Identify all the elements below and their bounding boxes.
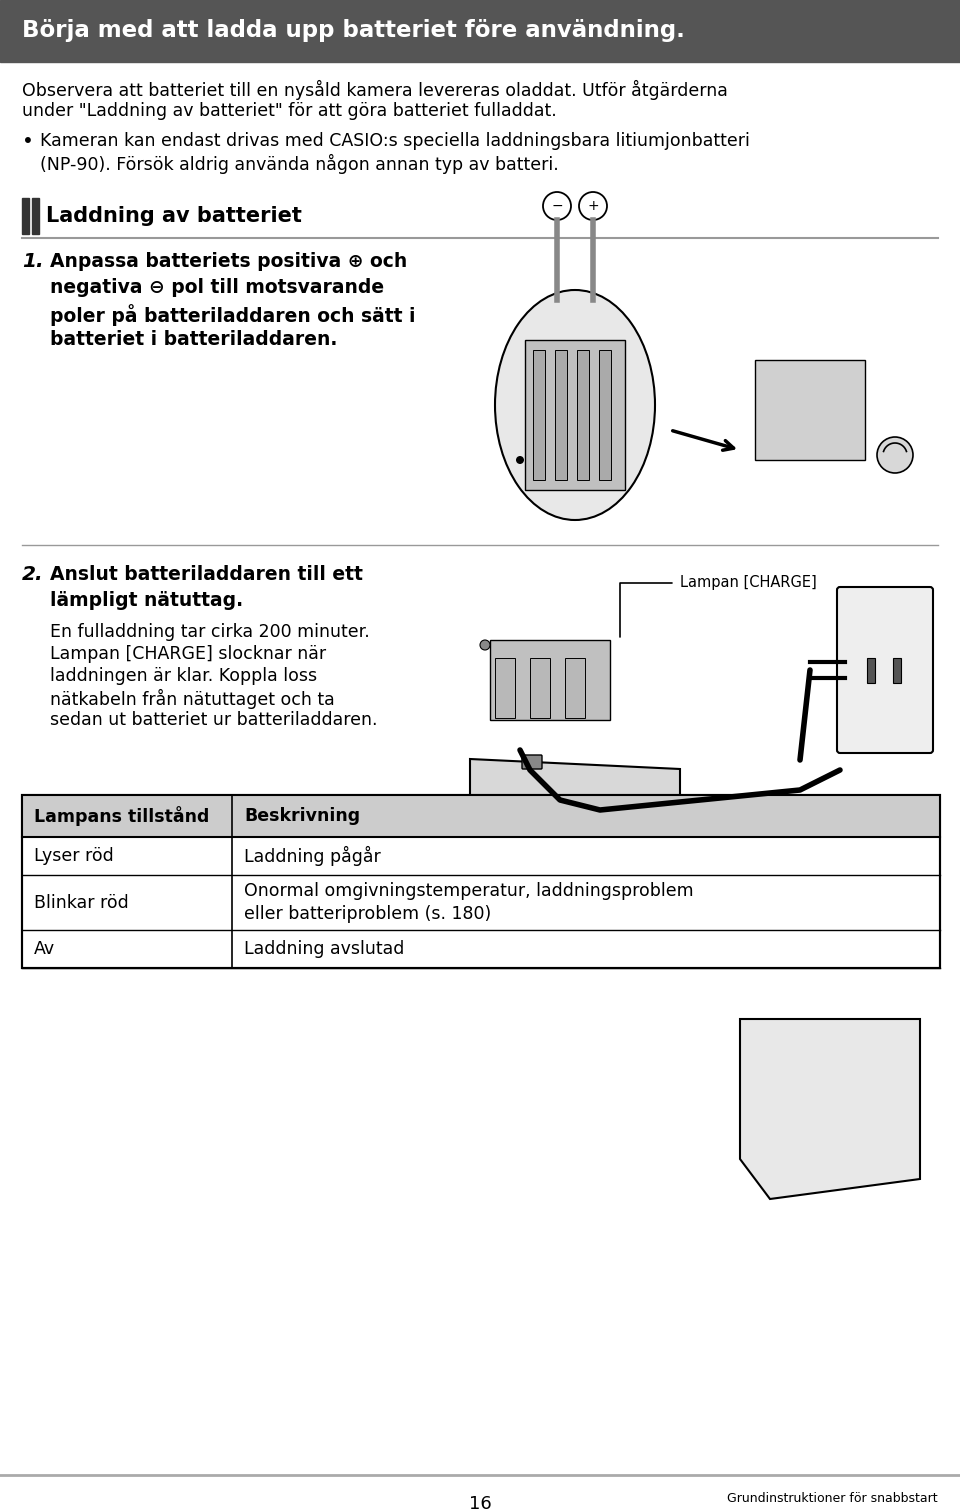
- Text: Lyser röd: Lyser röd: [34, 847, 113, 865]
- Text: under "Laddning av batteriet" för att göra batteriet fulladdat.: under "Laddning av batteriet" för att gö…: [22, 103, 557, 121]
- Text: +: +: [588, 199, 599, 213]
- Bar: [565, 658, 585, 718]
- Bar: [533, 350, 545, 480]
- Circle shape: [579, 192, 607, 220]
- Bar: [22, 795, 940, 837]
- Bar: [893, 658, 901, 682]
- Bar: [22, 795, 940, 967]
- Text: Beskrivning: Beskrivning: [244, 807, 360, 825]
- Bar: [22, 795, 940, 967]
- Text: Börja med att ladda upp batteriet före användning.: Börja med att ladda upp batteriet före a…: [22, 20, 684, 42]
- FancyBboxPatch shape: [522, 754, 542, 770]
- Text: Onormal omgivningstemperatur, laddningsproblem
eller batteriproblem (s. 180): Onormal omgivningstemperatur, laddningsp…: [244, 881, 694, 924]
- Text: Blinkar röd: Blinkar röd: [34, 893, 129, 911]
- Text: Anpassa batteriets positiva ⊕ och: Anpassa batteriets positiva ⊕ och: [50, 252, 407, 272]
- Text: Lampan [CHARGE] slocknar när: Lampan [CHARGE] slocknar när: [50, 644, 326, 662]
- Bar: [525, 340, 625, 490]
- Text: sedan ut batteriet ur batteriladdaren.: sedan ut batteriet ur batteriladdaren.: [50, 711, 377, 729]
- Text: (NP-90). Försök aldrig använda någon annan typ av batteri.: (NP-90). Försök aldrig använda någon ann…: [40, 154, 559, 174]
- Bar: [599, 350, 611, 480]
- Circle shape: [877, 438, 913, 472]
- Ellipse shape: [495, 290, 655, 521]
- Circle shape: [516, 456, 524, 463]
- Text: Lampan [CHARGE]: Lampan [CHARGE]: [680, 575, 817, 590]
- Text: 1.: 1.: [22, 252, 43, 272]
- Bar: [430, 255, 930, 530]
- Bar: [867, 658, 875, 682]
- Text: nätkabeln från nätuttaget och ta: nätkabeln från nätuttaget och ta: [50, 690, 335, 709]
- Text: Lampans tillstånd: Lampans tillstånd: [34, 806, 209, 825]
- Text: −: −: [551, 199, 563, 213]
- Polygon shape: [470, 759, 680, 899]
- Text: En fulladdning tar cirka 200 minuter.: En fulladdning tar cirka 200 minuter.: [50, 623, 370, 641]
- Text: 2.: 2.: [22, 564, 43, 584]
- Text: Kameran kan endast drivas med CASIO:s speciella laddningsbara litiumjonbatteri: Kameran kan endast drivas med CASIO:s sp…: [40, 131, 750, 149]
- Bar: [490, 640, 610, 720]
- Bar: [495, 658, 515, 718]
- Bar: [32, 198, 39, 234]
- Polygon shape: [740, 1019, 920, 1200]
- Text: poler på batteriladdaren och sätt i: poler på batteriladdaren och sätt i: [50, 303, 416, 326]
- Text: Laddning pågår: Laddning pågår: [244, 847, 381, 866]
- FancyBboxPatch shape: [837, 587, 933, 753]
- Bar: [755, 361, 865, 460]
- Text: negativa ⊖ pol till motsvarande: negativa ⊖ pol till motsvarande: [50, 278, 384, 297]
- Text: Anslut batteriladdaren till ett: Anslut batteriladdaren till ett: [50, 564, 363, 584]
- Circle shape: [480, 640, 490, 650]
- Bar: [0, 0, 960, 62]
- Bar: [22, 198, 29, 234]
- Text: lämpligt nätuttag.: lämpligt nätuttag.: [50, 592, 243, 610]
- Circle shape: [543, 192, 571, 220]
- Text: laddningen är klar. Koppla loss: laddningen är klar. Koppla loss: [50, 667, 317, 685]
- Text: Observera att batteriet till en nysåld kamera levereras oladdat. Utför åtgärdern: Observera att batteriet till en nysåld k…: [22, 80, 728, 100]
- Text: •: •: [22, 131, 34, 151]
- Text: Av: Av: [34, 940, 55, 958]
- Text: Laddning avslutad: Laddning avslutad: [244, 940, 404, 958]
- Bar: [530, 658, 550, 718]
- Text: Laddning av batteriet: Laddning av batteriet: [46, 207, 301, 226]
- Text: 16: 16: [468, 1495, 492, 1509]
- Text: Grundinstruktioner för snabbstart: Grundinstruktioner för snabbstart: [728, 1492, 938, 1504]
- Bar: [555, 350, 567, 480]
- Bar: [577, 350, 589, 480]
- Text: batteriet i batteriladdaren.: batteriet i batteriladdaren.: [50, 330, 337, 349]
